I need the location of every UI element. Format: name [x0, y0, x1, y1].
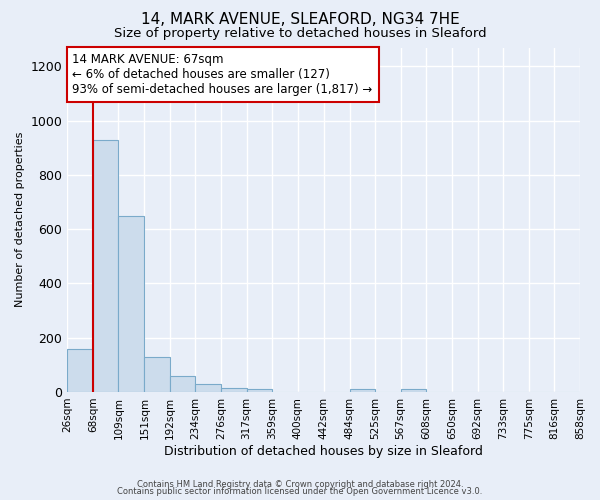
X-axis label: Distribution of detached houses by size in Sleaford: Distribution of detached houses by size …: [164, 444, 483, 458]
Bar: [145, 357, 170, 392]
Text: Size of property relative to detached houses in Sleaford: Size of property relative to detached ho…: [113, 28, 487, 40]
Text: Contains public sector information licensed under the Open Government Licence v3: Contains public sector information licen…: [118, 487, 482, 496]
Bar: [247, 389, 272, 392]
Y-axis label: Number of detached properties: Number of detached properties: [15, 132, 25, 308]
Text: 14 MARK AVENUE: 67sqm
← 6% of detached houses are smaller (127)
93% of semi-deta: 14 MARK AVENUE: 67sqm ← 6% of detached h…: [73, 52, 373, 96]
Text: 14, MARK AVENUE, SLEAFORD, NG34 7HE: 14, MARK AVENUE, SLEAFORD, NG34 7HE: [140, 12, 460, 28]
Bar: [221, 388, 247, 392]
Text: Contains HM Land Registry data © Crown copyright and database right 2024.: Contains HM Land Registry data © Crown c…: [137, 480, 463, 489]
Bar: [93, 140, 118, 392]
Bar: [350, 389, 375, 392]
Bar: [196, 384, 221, 392]
Bar: [401, 389, 426, 392]
Bar: [67, 348, 93, 392]
Bar: [118, 216, 145, 392]
Bar: [170, 376, 196, 392]
